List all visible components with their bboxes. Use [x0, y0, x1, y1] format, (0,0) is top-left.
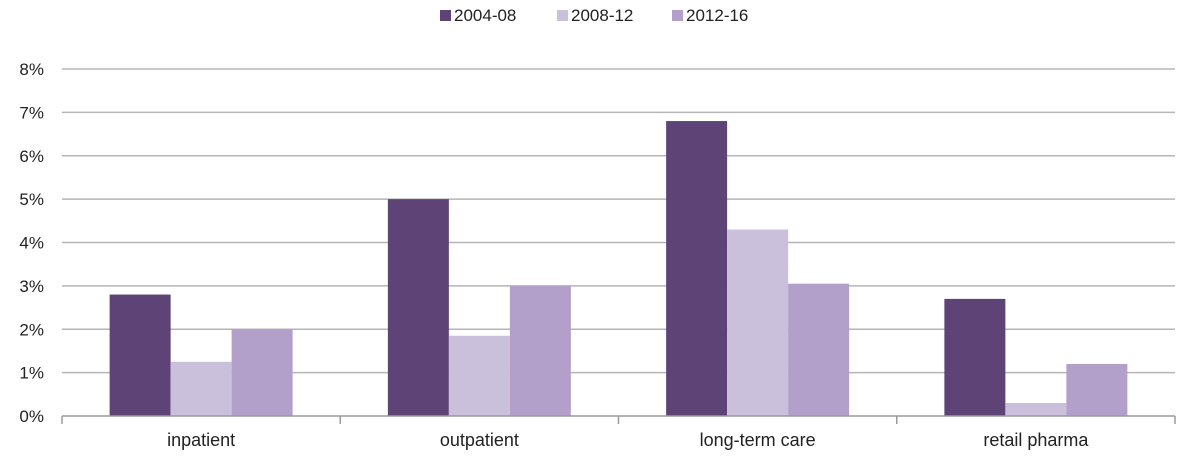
y-tick-label: 2% [19, 320, 44, 339]
bar-2008-12-retail-pharma [1005, 402, 1067, 416]
x-tick-label: inpatient [167, 430, 235, 450]
y-tick-label: 1% [19, 364, 44, 383]
y-tick-label: 6% [19, 147, 44, 166]
bars [109, 121, 1128, 417]
bar-2004-08-outpatient [387, 199, 449, 416]
y-tick-label: 7% [19, 103, 44, 122]
gridlines [62, 68, 1175, 374]
bar-2008-12-outpatient [448, 335, 510, 416]
bar-2012-16-inpatient [231, 329, 293, 416]
legend-swatch [557, 10, 568, 21]
y-tick-label: 5% [19, 190, 44, 209]
axes: 0% 1% 2% 3% 4% 5% 6% 7% 8% inpatient outpatient lon… [19, 60, 1176, 450]
bar-2012-16-outpatient [509, 285, 571, 416]
bar-2008-12-long-term-care [727, 229, 789, 416]
bar-2004-08-long-term-care [666, 121, 728, 417]
y-tick-label: 4% [19, 234, 44, 253]
y-tick-label: 0% [19, 407, 44, 426]
bar-2004-08-retail-pharma [944, 298, 1006, 416]
y-tick-label: 3% [19, 277, 44, 296]
bar-2012-16-long-term-care [788, 283, 850, 416]
legend-label: 2008-12 [571, 6, 633, 25]
legend-swatch [440, 10, 451, 21]
bar-2008-12-inpatient [170, 361, 232, 416]
legend-label: 2004-08 [454, 6, 516, 25]
legend: 2004-08 2008-12 2012-16 [440, 6, 748, 25]
bar-2012-16-retail-pharma [1066, 363, 1128, 416]
bar-2004-08-inpatient [109, 294, 171, 416]
legend-swatch [672, 10, 683, 21]
x-tick-label: long-term care [700, 430, 816, 450]
y-tick-label: 8% [19, 60, 44, 79]
x-tick-label: retail pharma [983, 430, 1089, 450]
x-tick-label: outpatient [440, 430, 519, 450]
legend-label: 2012-16 [686, 6, 748, 25]
